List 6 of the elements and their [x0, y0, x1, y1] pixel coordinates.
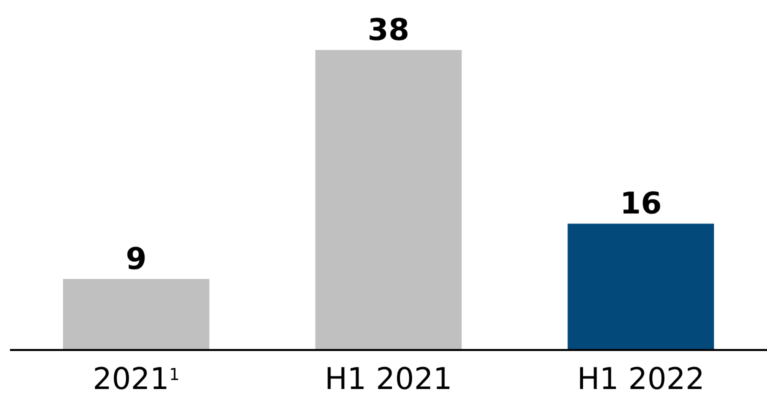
x-tick-label: 2021$^{1}$ — [92, 362, 180, 397]
x-tick-label: H1 2021 — [324, 362, 452, 397]
data-label: 16 — [620, 186, 662, 222]
data-label: 38 — [368, 13, 410, 48]
x-tick-label: H1 2022 — [577, 362, 705, 397]
data-label: 9 — [126, 242, 147, 277]
